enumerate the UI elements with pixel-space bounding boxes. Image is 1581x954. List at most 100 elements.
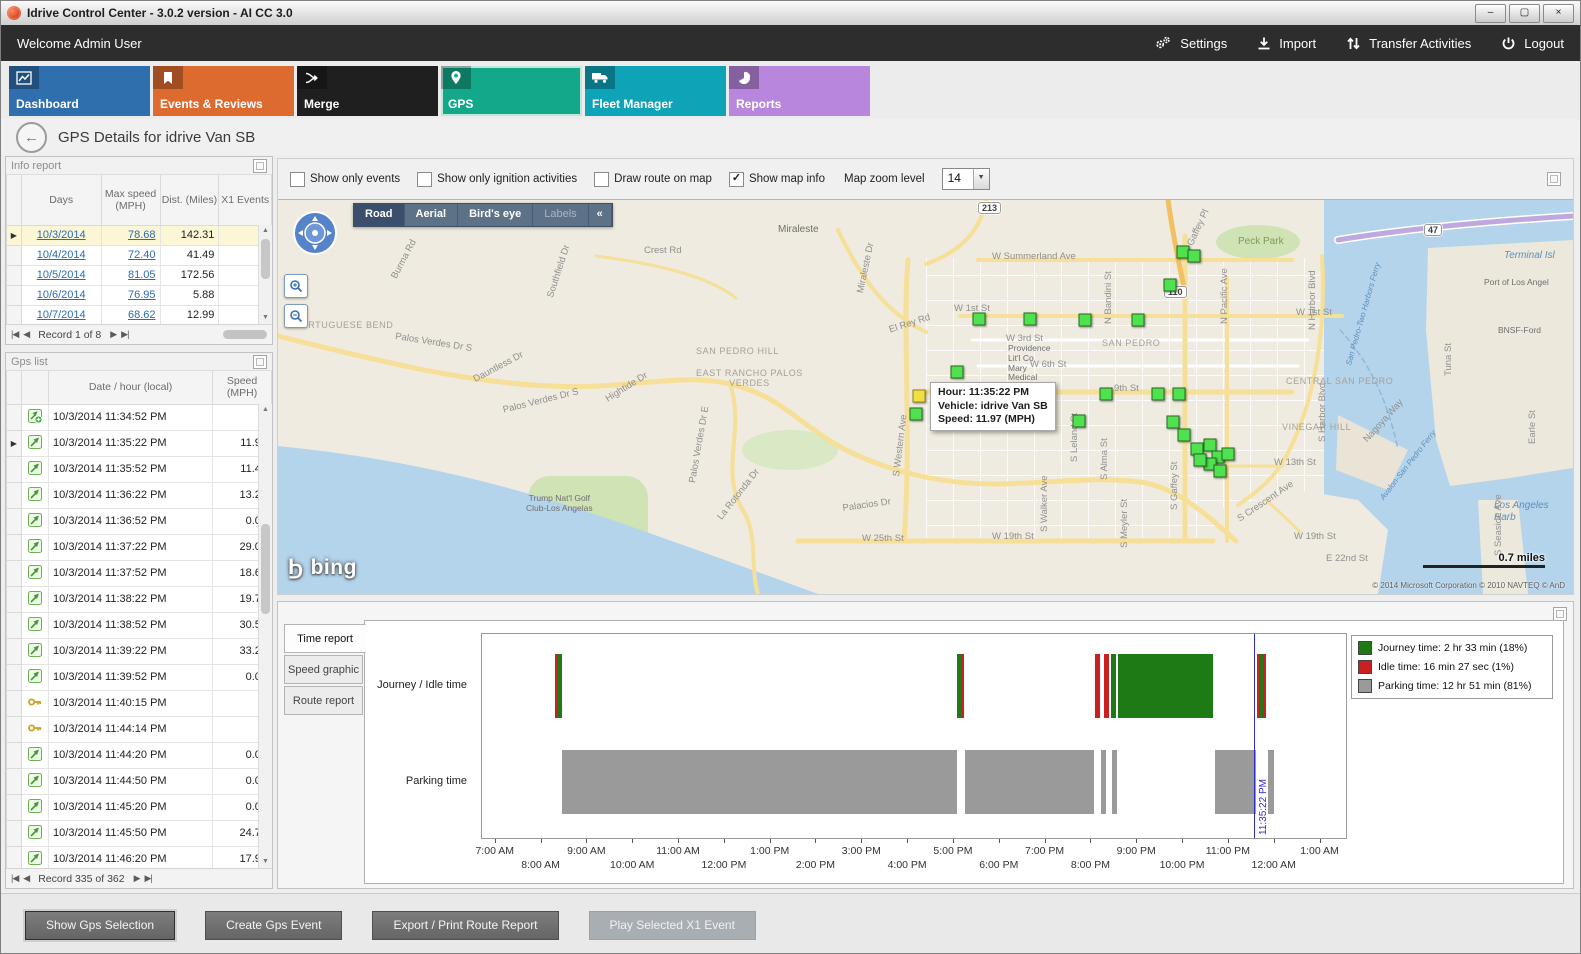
gps-marker[interactable] [1078, 313, 1092, 327]
gps-marker[interactable] [1072, 414, 1086, 428]
gps-list-row[interactable]: 10/3/2014 11:38:22 PM 19.70 [6, 585, 272, 613]
gps-marker[interactable] [950, 365, 964, 379]
gps-list-row[interactable]: 10/3/2014 11:39:52 PM 0.00 [6, 663, 272, 691]
info-report-row[interactable]: 10/4/2014 72.40 41.49 [6, 244, 272, 266]
map-zoom-out-icon[interactable] [284, 304, 308, 328]
gps-marker[interactable] [1221, 447, 1235, 461]
gps-marker[interactable] [1203, 438, 1217, 452]
checkbox-show-map-info[interactable]: ✓ Show map info [728, 171, 825, 187]
gps-list-row[interactable]: 10/3/2014 11:34:52 PM [6, 403, 272, 431]
maximize-button[interactable]: ▢ [1509, 3, 1540, 23]
gps-marker[interactable] [1023, 312, 1037, 326]
map-canvas[interactable] [278, 200, 1573, 594]
nav-tile-fleet[interactable]: Fleet Manager [585, 66, 726, 116]
days-link[interactable]: 10/4/2014 [36, 249, 86, 261]
gps-marker[interactable] [909, 407, 923, 421]
horizontal-scrollbar[interactable] [223, 330, 267, 339]
panel-collapse-icon[interactable] [253, 158, 267, 173]
map-zoom-select[interactable]: 14 [941, 168, 990, 190]
nav-tile-dashboard[interactable]: Dashboard [9, 66, 150, 116]
checkbox-show-only-ignition-activities[interactable]: Show only ignition activities [417, 171, 577, 187]
map-compass-control[interactable] [292, 210, 338, 261]
create-gps-event-button[interactable]: Create Gps Event [205, 910, 343, 940]
days-link[interactable]: 10/6/2014 [36, 289, 86, 301]
logout-button[interactable]: Logout [1501, 36, 1564, 51]
info-report-row[interactable]: 10/5/2014 81.05 172.56 [6, 264, 272, 286]
gps-marker[interactable] [1166, 415, 1180, 429]
tab-time-report[interactable]: Time report [284, 624, 366, 653]
gps-list-row[interactable]: 10/3/2014 11:36:52 PM 0.00 [6, 507, 272, 535]
scroll-thumb[interactable] [261, 239, 270, 279]
info-report-row[interactable]: 10/7/2014 68.62 12.99 [6, 304, 272, 326]
export-print-route-report-button[interactable]: Export / Print Route Report [372, 910, 559, 940]
map-style-tab-bird-s-eye[interactable]: Bird's eye [458, 204, 534, 226]
nav-tile-events[interactable]: Events & Reviews [153, 66, 294, 116]
max-speed-link[interactable]: 81.05 [127, 269, 156, 281]
show-gps-selection-button[interactable]: Show Gps Selection [25, 910, 176, 940]
map-style-tab-road[interactable]: Road [354, 204, 405, 226]
nav-tile-merge[interactable]: Merge [297, 66, 438, 116]
gps-list-row[interactable]: 10/3/2014 11:37:52 PM 18.63 [6, 559, 272, 587]
gps-list-row[interactable]: 10/3/2014 11:36:22 PM 13.28 [6, 481, 272, 509]
checkbox-draw-route-on-map[interactable]: Draw route on map [594, 171, 712, 187]
minimize-button[interactable]: – [1475, 3, 1506, 23]
transfer-activities-button[interactable]: Transfer Activities [1346, 36, 1471, 51]
max-speed-link[interactable]: 72.40 [127, 249, 156, 261]
gps-marker[interactable] [1187, 249, 1201, 263]
map-style-tab-aerial[interactable]: Aerial [405, 204, 459, 226]
days-link[interactable]: 10/7/2014 [36, 309, 86, 321]
gps-list-row[interactable]: 10/3/2014 11:35:52 PM 11.47 [6, 455, 272, 483]
gps-list-row[interactable]: 10/3/2014 11:44:14 PM [6, 715, 272, 743]
gps-marker[interactable] [1151, 387, 1165, 401]
info-report-row[interactable]: 10/6/2014 76.95 5.88 [6, 284, 272, 306]
days-link[interactable]: 10/3/2014 [36, 229, 86, 241]
pager-next-button[interactable]: ▶ [133, 873, 141, 883]
map-tabs-collapse-button[interactable]: « [589, 204, 612, 226]
gps-marker[interactable] [1172, 387, 1186, 401]
pager-prev-button[interactable]: ◀ [23, 873, 30, 883]
nav-tile-reports[interactable]: Reports [729, 66, 870, 116]
gps-list-row[interactable]: 10/3/2014 11:45:20 PM 0.00 [6, 793, 272, 821]
pager-prev-button[interactable]: ◀ [23, 329, 30, 339]
pager-last-button[interactable]: ▶| [121, 329, 129, 339]
pager-last-button[interactable]: ▶| [144, 873, 153, 883]
gps-marker[interactable] [1131, 313, 1145, 327]
close-button[interactable]: × [1543, 3, 1574, 23]
tab-speed-graphic[interactable]: Speed graphic [284, 655, 363, 684]
gps-marker[interactable] [1213, 464, 1227, 478]
gps-marker[interactable] [1163, 278, 1177, 292]
scroll-up-icon[interactable]: ▲ [262, 406, 269, 413]
max-speed-link[interactable]: 68.62 [127, 309, 156, 321]
pager-first-button[interactable]: |◀ [11, 873, 19, 883]
info-report-row[interactable]: ▶ 10/3/2014 78.68 142.31 [6, 224, 272, 246]
tab-route-report[interactable]: Route report [284, 686, 363, 715]
gps-list-row[interactable]: 10/3/2014 11:44:20 PM 0.00 [6, 741, 272, 769]
max-speed-link[interactable]: 76.95 [127, 289, 156, 301]
checkbox-show-only-events[interactable]: Show only events [290, 171, 400, 187]
gps-marker[interactable] [1177, 428, 1191, 442]
gps-list-row[interactable]: 10/3/2014 11:45:50 PM 24.75 [6, 819, 272, 847]
gps-list-row[interactable]: 10/3/2014 11:40:15 PM [6, 689, 272, 717]
gps-marker[interactable] [972, 312, 986, 326]
gps-marker[interactable] [1099, 387, 1113, 401]
gps-list-row[interactable]: 10/3/2014 11:38:52 PM 30.55 [6, 611, 272, 639]
nav-tile-gps[interactable]: GPS [441, 66, 582, 116]
chevron-down-icon[interactable] [972, 169, 989, 189]
scroll-thumb[interactable] [261, 524, 270, 614]
pager-next-button[interactable]: ▶ [110, 329, 117, 339]
panel-collapse-icon[interactable] [1547, 172, 1561, 186]
pager-first-button[interactable]: |◀ [11, 329, 19, 339]
gps-vertical-scrollbar[interactable]: ▲ ▼ [258, 404, 272, 868]
gps-list-row[interactable]: 10/3/2014 11:44:50 PM 0.00 [6, 767, 272, 795]
import-button[interactable]: Import [1257, 36, 1316, 51]
max-speed-link[interactable]: 78.68 [127, 229, 156, 241]
map[interactable]: Road Aerial Bird's eye Labels « Miraleste Pec… [278, 199, 1573, 594]
map-style-tab-labels[interactable]: Labels [533, 204, 589, 226]
panel-collapse-icon[interactable] [1553, 607, 1567, 621]
gps-marker[interactable] [1193, 453, 1207, 467]
scroll-down-icon[interactable]: ▼ [262, 314, 269, 321]
map-zoom-in-icon[interactable] [284, 274, 308, 298]
gps-list-row[interactable]: ▶ 10/3/2014 11:35:22 PM 11.97 [6, 429, 272, 457]
scroll-up-icon[interactable]: ▲ [262, 227, 269, 234]
back-button[interactable]: ← [16, 121, 47, 153]
